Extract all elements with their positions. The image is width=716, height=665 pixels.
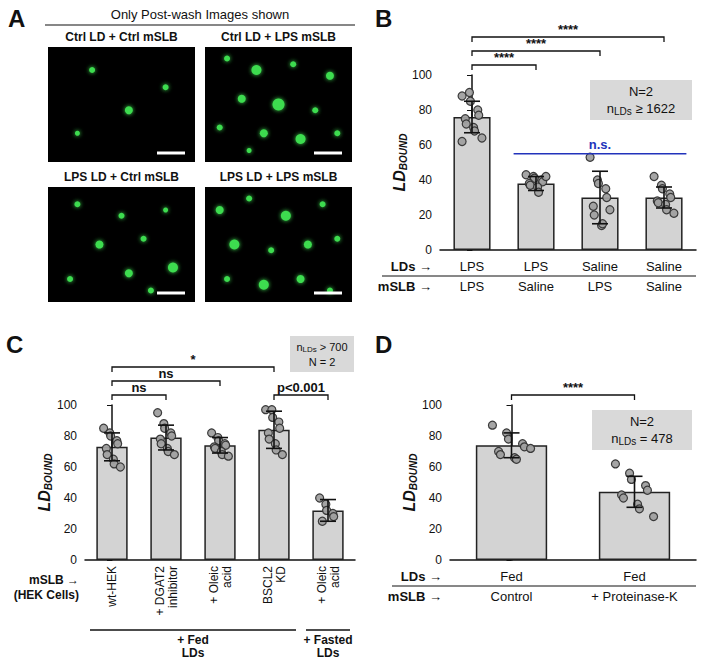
svg-text:0: 0 — [425, 243, 432, 257]
svg-text:40: 40 — [64, 491, 78, 505]
svg-text:n: n — [611, 431, 618, 446]
svg-text:ns: ns — [158, 366, 173, 381]
svg-text:Saline: Saline — [582, 259, 618, 274]
svg-text:100: 100 — [57, 398, 77, 412]
svg-text:n.s.: n.s. — [589, 137, 611, 152]
svg-text:A: A — [8, 5, 25, 32]
svg-text:≥ 1622: ≥ 1622 — [632, 101, 675, 116]
svg-text:Saline: Saline — [646, 279, 682, 294]
svg-text:wt-HEK: wt-HEK — [105, 566, 119, 608]
svg-text:LDs: LDs — [302, 345, 316, 354]
svg-text:Saline: Saline — [646, 259, 682, 274]
svg-text:80: 80 — [429, 429, 443, 443]
svg-text:> 700: > 700 — [317, 341, 348, 353]
svg-text:LD: LD — [36, 490, 53, 512]
svg-text:100: 100 — [422, 398, 442, 412]
svg-text:LPS: LPS — [460, 279, 485, 294]
svg-text:0: 0 — [70, 553, 77, 567]
svg-text:LPS LD + LPS mSLB: LPS LD + LPS mSLB — [220, 170, 338, 184]
svg-text:inhibitor: inhibitor — [166, 566, 180, 608]
svg-text:Fed: Fed — [500, 569, 522, 584]
svg-text:LPS: LPS — [460, 259, 485, 274]
svg-text:Fed: Fed — [623, 569, 645, 584]
svg-text:Ctrl LD + Ctrl mSLB: Ctrl LD + Ctrl mSLB — [65, 30, 178, 44]
svg-text:KD: KD — [274, 566, 288, 583]
svg-text:100: 100 — [412, 68, 432, 82]
svg-text:60: 60 — [429, 460, 443, 474]
svg-text:D: D — [375, 331, 392, 358]
svg-text:LDs: LDs — [614, 106, 632, 117]
svg-text:60: 60 — [64, 460, 78, 474]
svg-text:****: **** — [558, 22, 579, 37]
svg-text:= 478: = 478 — [636, 431, 673, 446]
svg-text:acid: acid — [328, 566, 342, 588]
svg-text:C: C — [6, 331, 23, 358]
svg-text:BOUND: BOUND — [398, 134, 409, 171]
svg-text:B: B — [375, 5, 392, 32]
svg-text:BOUND: BOUND — [43, 454, 54, 491]
svg-text:LDs →: LDs → — [401, 569, 442, 584]
svg-text:mSLB →: mSLB → — [378, 279, 432, 294]
svg-text:N = 2: N = 2 — [309, 356, 336, 368]
svg-text:Only Post-wash Images shown: Only Post-wash Images shown — [111, 7, 289, 22]
svg-text:****: **** — [563, 380, 584, 395]
svg-text:LPS: LPS — [524, 259, 549, 274]
svg-text:****: **** — [494, 50, 515, 65]
svg-text:LDs →: LDs → — [391, 259, 432, 274]
svg-text:LD: LD — [391, 170, 408, 192]
svg-text:20: 20 — [64, 522, 78, 536]
svg-text:*: * — [190, 352, 196, 367]
svg-text:60: 60 — [419, 138, 433, 152]
svg-text:+ DGAT2: + DGAT2 — [153, 566, 167, 616]
svg-text:LPS: LPS — [588, 279, 613, 294]
svg-text:LDs: LDs — [317, 646, 340, 660]
svg-text:****: **** — [526, 36, 547, 51]
svg-text:40: 40 — [429, 491, 443, 505]
svg-text:+ Proteinase-K: + Proteinase-K — [591, 589, 678, 604]
svg-text:0: 0 — [435, 553, 442, 567]
svg-text:LD: LD — [401, 490, 418, 512]
svg-text:+ Oleic: + Oleic — [207, 566, 221, 604]
svg-text:Control: Control — [491, 589, 533, 604]
svg-text:20: 20 — [429, 522, 443, 536]
svg-text:LDs: LDs — [182, 646, 205, 660]
svg-text:LPS LD + Ctrl mSLB: LPS LD + Ctrl mSLB — [64, 170, 179, 184]
svg-text:40: 40 — [419, 173, 433, 187]
svg-text:BOUND: BOUND — [408, 454, 419, 491]
svg-text:80: 80 — [64, 429, 78, 443]
svg-text:+ Oleic: + Oleic — [315, 566, 329, 604]
svg-text:ns: ns — [131, 380, 146, 395]
svg-text:+ Fed: + Fed — [177, 633, 209, 647]
svg-text:Ctrl LD + LPS mSLB: Ctrl LD + LPS mSLB — [221, 30, 336, 44]
svg-text:acid: acid — [220, 566, 234, 588]
svg-text:mSLB →: mSLB → — [29, 573, 79, 587]
svg-text:N=2: N=2 — [630, 414, 654, 429]
svg-text:n: n — [296, 340, 303, 353]
svg-text:p<0.001: p<0.001 — [277, 380, 325, 395]
svg-text:n: n — [607, 101, 614, 116]
svg-text:BSCL2: BSCL2 — [261, 566, 275, 604]
svg-text:LDs: LDs — [618, 436, 636, 447]
svg-text:+ Fasted: + Fasted — [303, 633, 352, 647]
svg-text:Saline: Saline — [518, 279, 554, 294]
svg-text:mSLB →: mSLB → — [388, 589, 442, 604]
svg-text:(HEK Cells): (HEK Cells) — [14, 588, 79, 602]
svg-text:20: 20 — [419, 208, 433, 222]
svg-text:80: 80 — [419, 103, 433, 117]
svg-text:N=2: N=2 — [629, 84, 653, 99]
